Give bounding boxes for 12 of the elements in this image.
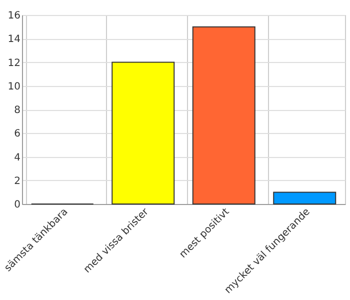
- bar: [192, 26, 256, 204]
- y-tick-label: 2: [14, 176, 20, 187]
- y-tick-label: 10: [8, 81, 20, 92]
- y-tick-label: 4: [14, 152, 20, 164]
- y-tick-label: 6: [14, 128, 20, 140]
- y-tick-label: 14: [8, 34, 20, 46]
- y-tick-label: 12: [8, 58, 20, 69]
- y-tick-label: 16: [8, 10, 20, 22]
- bar: [112, 62, 175, 204]
- y-tick-label: 0: [14, 200, 20, 210]
- bar: [273, 192, 336, 204]
- y-tick-label: 8: [14, 105, 20, 116]
